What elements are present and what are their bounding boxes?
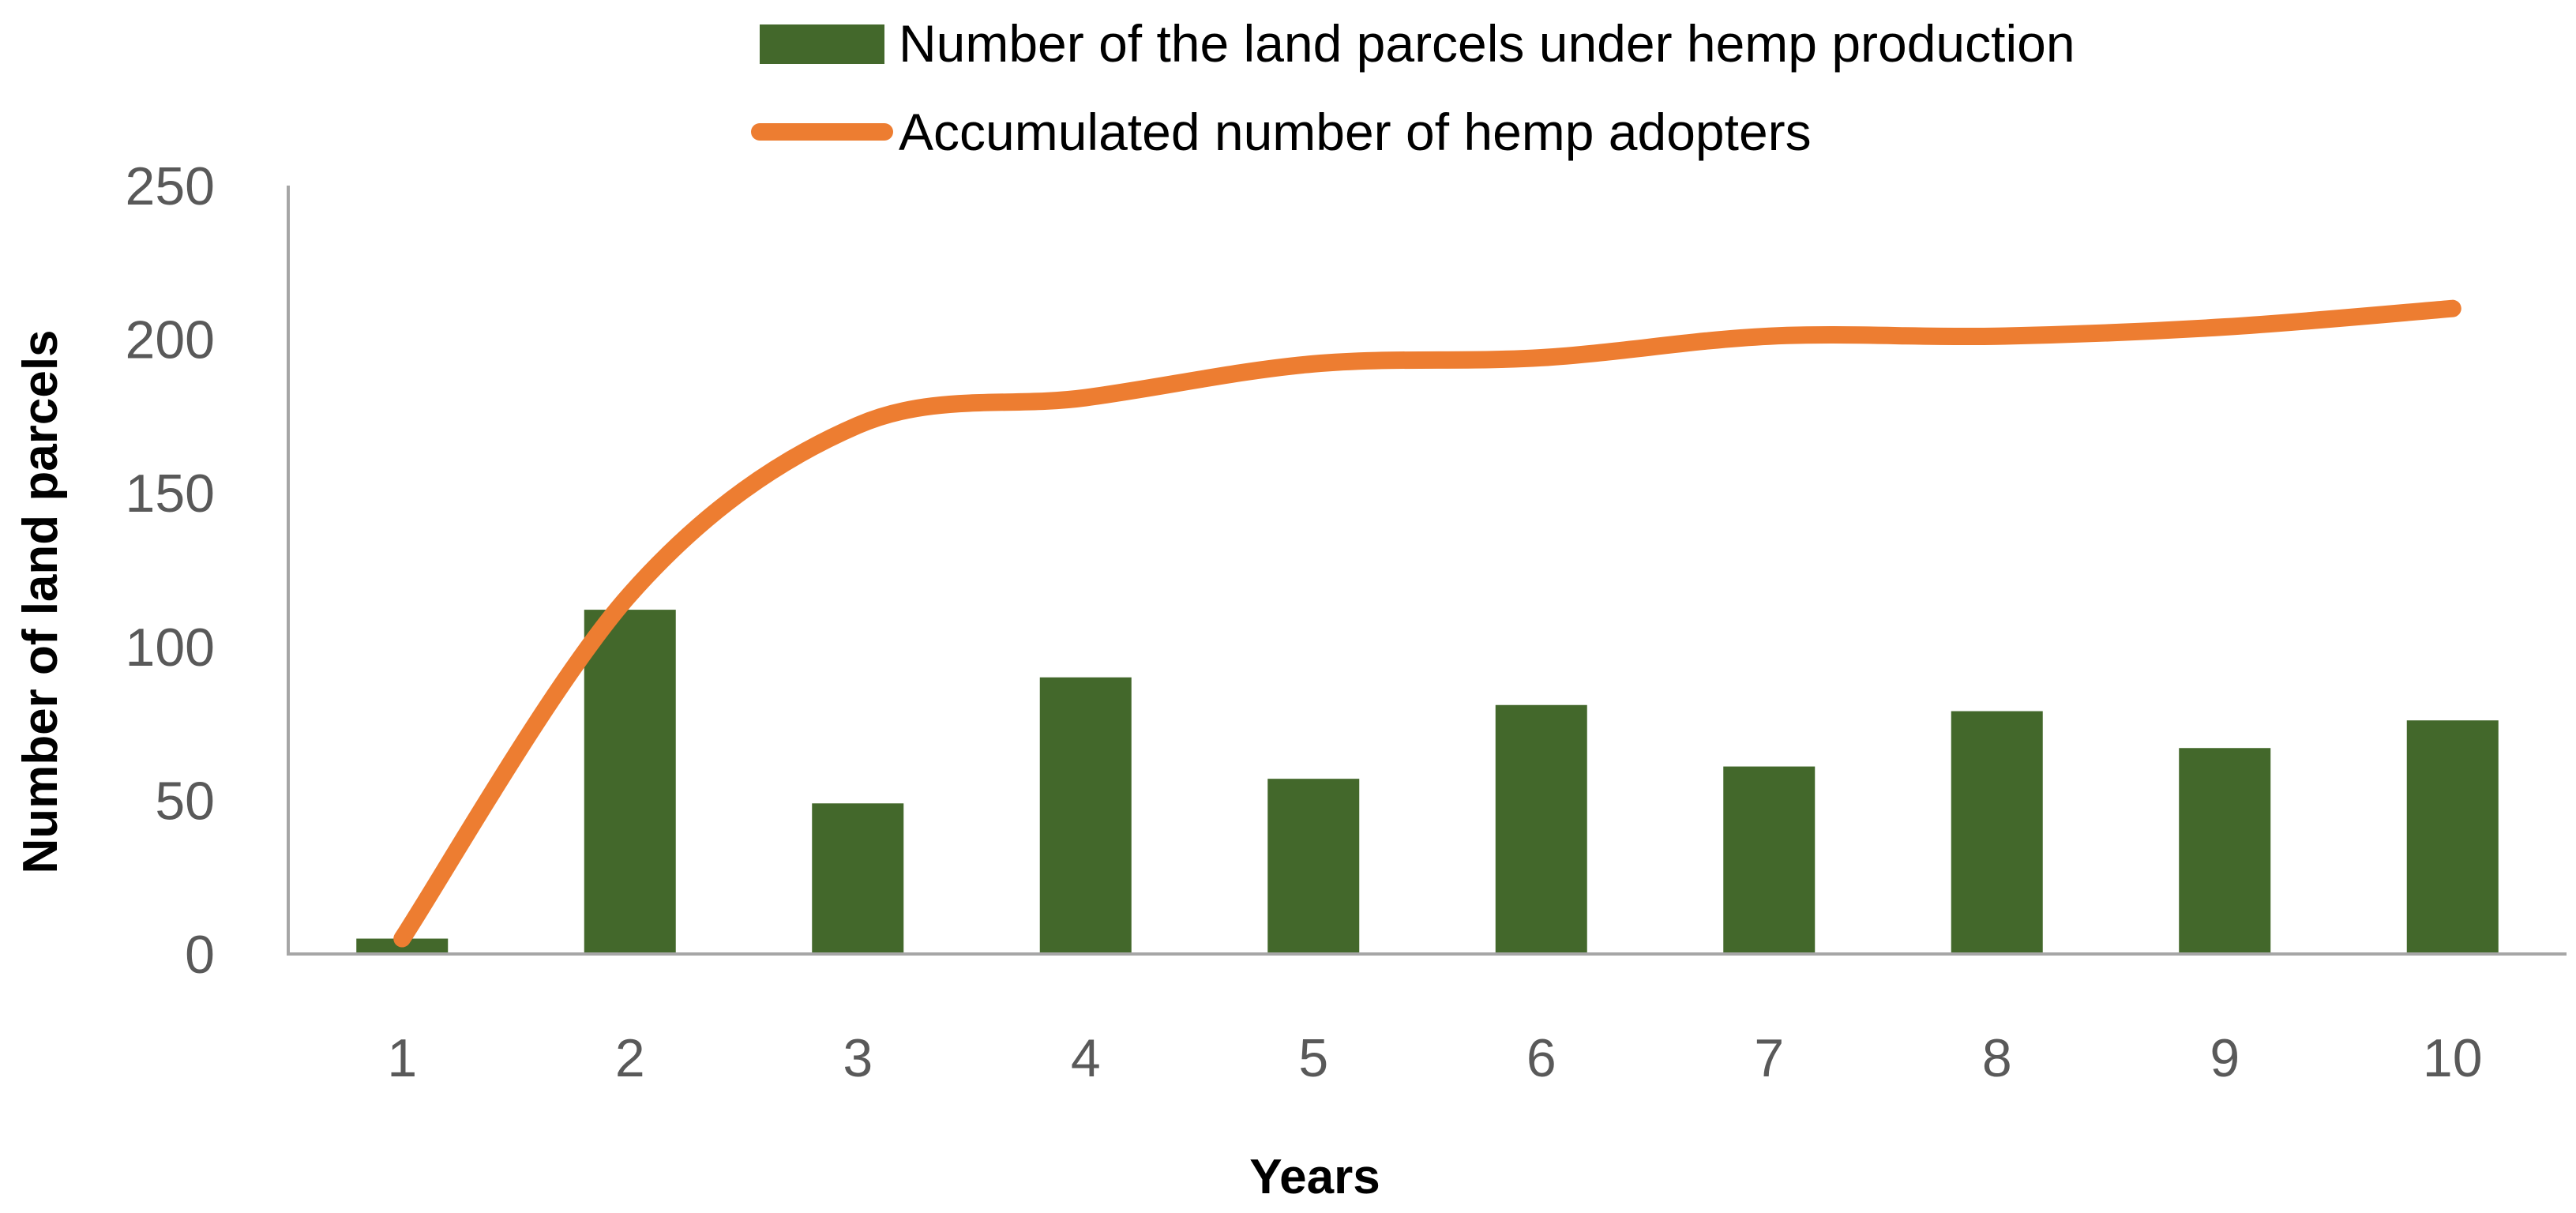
legend-label-line: Accumulated number of hemp adopters [899, 103, 1812, 161]
x-tick-label: 10 [2423, 1028, 2483, 1088]
accumulated-adopters-line [393, 299, 2461, 948]
legend-label-bars: Number of the land parcels under hemp pr… [899, 14, 2075, 73]
y-axis-title: Number of land parcels [13, 329, 68, 873]
axes [287, 186, 2567, 956]
bar [1951, 711, 2043, 954]
x-tick-label: 1 [387, 1028, 417, 1088]
x-tick-label: 7 [1754, 1028, 1784, 1088]
bar [2406, 720, 2499, 954]
y-tick-label: 100 [126, 618, 215, 678]
x-tick-label: 4 [1071, 1028, 1101, 1088]
x-tick-label: 8 [1982, 1028, 2012, 1088]
bar [584, 610, 676, 954]
x-axis-title: Years [1249, 1150, 1380, 1204]
y-axis-ticks: 0 50 100 150 200 250 [126, 156, 215, 985]
bar [1267, 779, 1360, 954]
x-tick-label: 2 [615, 1028, 645, 1088]
legend: Number of the land parcels under hemp pr… [751, 14, 2075, 161]
y-tick-label: 0 [185, 925, 215, 985]
y-tick-label: 250 [126, 156, 215, 216]
y-tick-label: 150 [126, 464, 215, 524]
bar-series [356, 610, 2499, 954]
x-tick-label: 5 [1298, 1028, 1328, 1088]
x-axis-ticks: 1 2 3 4 5 6 7 8 9 10 [387, 1028, 2482, 1088]
x-tick-label: 6 [1526, 1028, 1556, 1088]
x-tick-label: 9 [2210, 1028, 2240, 1088]
y-tick-label: 50 [155, 771, 215, 831]
bar [812, 803, 904, 954]
bar [1723, 766, 1816, 954]
line-series [393, 299, 2461, 948]
bar [1039, 677, 1132, 954]
legend-swatch-bars [760, 24, 884, 64]
bar [2179, 748, 2271, 954]
bar [1495, 704, 1587, 954]
x-tick-label: 3 [843, 1028, 873, 1088]
y-tick-label: 200 [126, 310, 215, 370]
